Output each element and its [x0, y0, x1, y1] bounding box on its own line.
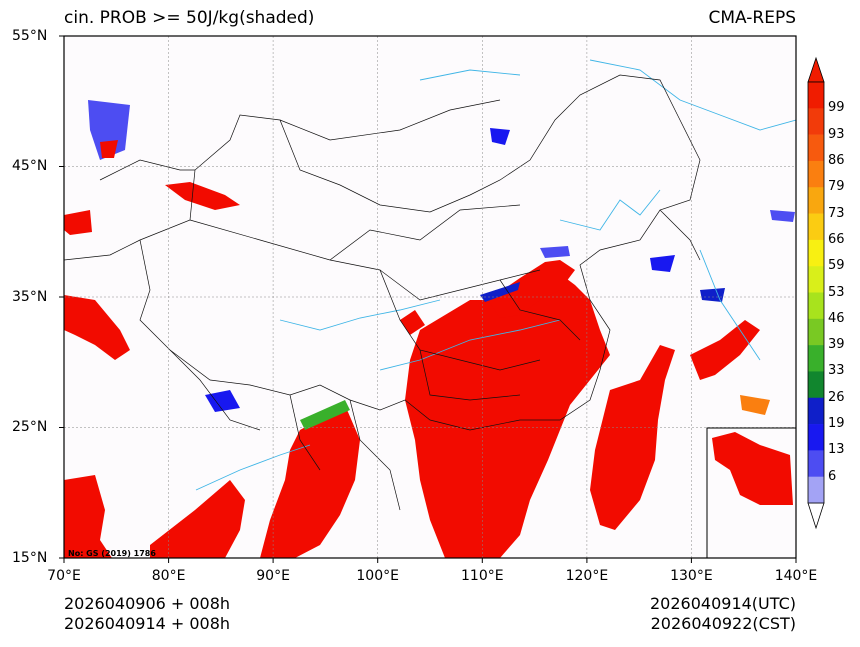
prob-region-inset [712, 432, 793, 505]
colorbar-segment [808, 371, 824, 399]
probability-shading [64, 182, 793, 558]
rivers [195, 59, 796, 491]
axis-ticks [59, 35, 797, 563]
colorbar-label: 86 [828, 152, 845, 168]
colorbar-label: 53 [828, 284, 845, 300]
lat-label-45: 45°N [12, 158, 48, 174]
colorbar-label: 79 [828, 179, 845, 195]
colorbar-segment [808, 239, 824, 267]
colorbar-label: 93 [828, 126, 845, 142]
prob-region-kazakh [165, 182, 240, 210]
colorbar-segment [808, 187, 824, 214]
colorbar-segment [808, 82, 824, 109]
lon-label-140: 140°E [774, 568, 818, 584]
colorbar-label: 73 [828, 205, 845, 221]
valid-time-cst: 2026040922(CST) [650, 614, 796, 633]
colorbar-segment [808, 108, 824, 135]
init-time-line-2: 2026040914 + 008h [64, 614, 231, 633]
colorbar-label: 26 [828, 389, 845, 405]
lon-label-90: 90°E [256, 568, 290, 584]
probability-fringe [88, 100, 795, 430]
prob-region-india-bay [150, 480, 245, 558]
valid-time-block: 2026040914(UTC) 2026040922(CST) [560, 594, 796, 634]
prob-region-central-asia [64, 210, 92, 235]
colorbar-label: 39 [828, 337, 845, 353]
colorbar-label: 46 [828, 310, 845, 326]
colorbar-label: 66 [828, 231, 845, 247]
colorbar-label: 33 [828, 363, 845, 379]
colorbar-label: 6 [828, 468, 837, 484]
valid-time-utc: 2026040914(UTC) [650, 594, 796, 613]
colorbar-segment [808, 476, 824, 504]
colorbar-segment [808, 450, 824, 477]
colorbar-segment [808, 213, 824, 241]
lat-label-55: 55°N [12, 28, 48, 44]
lat-label-25: 25°N [12, 419, 48, 435]
colorbar-frame [807, 81, 825, 504]
lon-label-70: 70°E [47, 568, 81, 584]
init-time-block: 2026040906 + 008h 2026040914 + 008h [64, 594, 230, 634]
colorbar-segment [808, 134, 824, 162]
map-approval-stamp: No: GS (2019) 1786 [68, 549, 156, 558]
colorbar-max-arrow [807, 56, 825, 83]
lon-label-120: 120°E [565, 568, 609, 584]
lat-label-15: 15°N [12, 550, 48, 566]
lon-label-80: 80°E [151, 568, 186, 584]
model-name: CMA-REPS [708, 8, 796, 28]
prob-region-west [64, 295, 130, 360]
colorbar [807, 56, 825, 530]
lon-label-110: 110°E [461, 568, 504, 584]
borders [64, 74, 701, 511]
graticule [64, 36, 796, 558]
colorbar-min-arrow [807, 502, 825, 530]
prob-region-indochina [260, 405, 360, 558]
init-time-line-1: 2026040906 + 008h [64, 594, 231, 613]
colorbar-segment [808, 160, 824, 188]
lon-label-100: 100°E [356, 568, 399, 584]
lon-label-130: 130°E [670, 568, 713, 584]
map-title: cin. PROB >= 50J/kg(shaded) [64, 8, 315, 28]
prob-region-pacific-arm [590, 345, 675, 530]
colorbar-label: 59 [828, 258, 845, 274]
lat-label-35: 35°N [12, 289, 48, 305]
colorbar-label: 13 [828, 442, 845, 458]
colorbar-segment [808, 424, 824, 451]
prob-region-india-sw [64, 475, 112, 558]
inset-box [706, 427, 796, 558]
colorbar-segment [808, 345, 824, 372]
colorbar-segment [808, 292, 824, 320]
colorbar-segment [808, 266, 824, 293]
colorbar-segment [808, 397, 824, 425]
prob-region-south [405, 270, 610, 558]
colorbar-label: 99 [828, 100, 845, 116]
prob-region-pacific-east [690, 320, 760, 380]
prob-region-north-china [488, 260, 575, 318]
colorbar-label: 19 [828, 416, 845, 432]
colorbar-segment [808, 318, 824, 346]
